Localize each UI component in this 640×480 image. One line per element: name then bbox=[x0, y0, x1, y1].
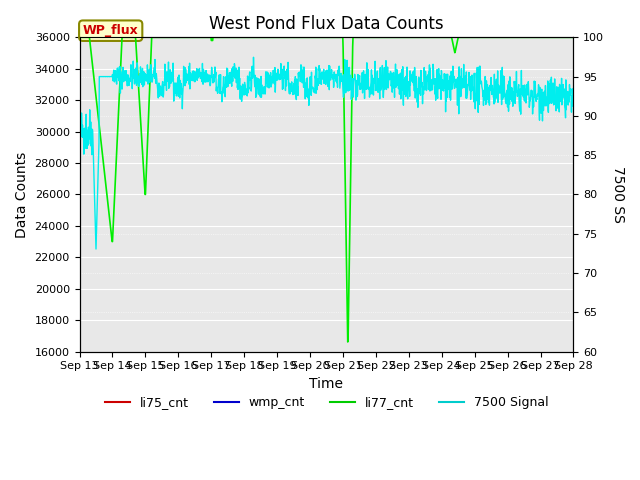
Y-axis label: Data Counts: Data Counts bbox=[15, 151, 29, 238]
Legend: li75_cnt, wmp_cnt, li77_cnt, 7500 Signal: li75_cnt, wmp_cnt, li77_cnt, 7500 Signal bbox=[100, 391, 554, 414]
Y-axis label: 7500 SS: 7500 SS bbox=[611, 166, 625, 223]
Title: West Pond Flux Data Counts: West Pond Flux Data Counts bbox=[209, 15, 444, 33]
Text: WP_flux: WP_flux bbox=[83, 24, 139, 37]
X-axis label: Time: Time bbox=[310, 377, 344, 391]
